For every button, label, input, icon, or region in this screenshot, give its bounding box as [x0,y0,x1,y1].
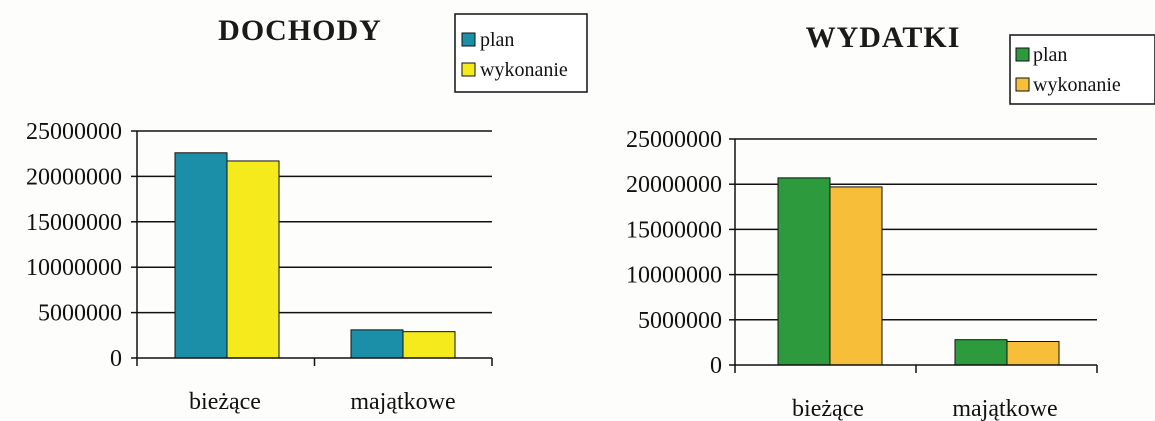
bar-wykonanie-biezace [226,160,280,359]
bar-wykonanie-biezace [829,186,883,366]
x-axis-ticks [136,358,493,366]
bar-plan-majatkowe [954,339,1008,366]
y-tick-label: 0 [710,353,722,379]
bars [174,152,456,359]
x-axis-ticks [734,365,1098,373]
bars [777,177,1060,366]
legend-label-plan: plan [480,29,514,51]
category-label-majatkowe: majątkowe [952,396,1057,421]
y-tick-label: 25000000 [26,119,122,145]
y-tick-label: 0 [110,346,122,372]
y-tick-label: 15000000 [26,210,122,236]
legend-frame [454,13,588,93]
y-tick-label: 5000000 [38,301,122,327]
y-tick-label: 5000000 [638,308,722,334]
category-label-biezace: bieżące [189,389,261,415]
bar-wykonanie-majatkowe [402,331,456,359]
category-label-biezace: bieżące [792,396,864,421]
bar-plan-biezace [174,152,228,359]
legend-label-wykonanie: wykonanie [480,59,568,81]
y-tick-label: 20000000 [26,164,122,190]
y-tick-label: 25000000 [626,127,722,153]
category-label-majatkowe: majątkowe [350,389,455,415]
legend-swatch-wykonanie [461,62,476,77]
bar-wykonanie-majatkowe [1006,340,1060,366]
legend-label-plan: plan [1033,44,1067,66]
y-tick-label: 20000000 [626,172,722,198]
chart-dochody: DOCHODY plan wykonanie 25000000 20000000 1… [26,13,588,415]
legend-swatch-wykonanie [1015,77,1030,92]
chart-title: DOCHODY [218,14,382,47]
y-tick-label: 10000000 [26,255,122,281]
chart-title: WYDATKI [806,21,961,54]
chart-wydatki: WYDATKI plan wykonanie 25000000 20000000 1… [626,21,1155,421]
legend-label-wykonanie: wykonanie [1033,74,1121,96]
legend: plan wykonanie [454,13,588,93]
legend: plan wykonanie [1009,34,1155,105]
y-axis-tick-labels: 25000000 20000000 15000000 10000000 5000000 0 [626,127,735,379]
bar-plan-majatkowe [350,329,404,359]
y-axis-tick-labels: 25000000 20000000 15000000 10000000 5000000 0 [26,119,137,372]
legend-swatch-plan [461,32,476,47]
legend-swatch-plan [1015,47,1030,62]
legend-frame [1009,34,1155,105]
y-tick-label: 10000000 [626,263,722,289]
y-tick-label: 15000000 [626,217,722,243]
bar-plan-biezace [777,177,831,366]
